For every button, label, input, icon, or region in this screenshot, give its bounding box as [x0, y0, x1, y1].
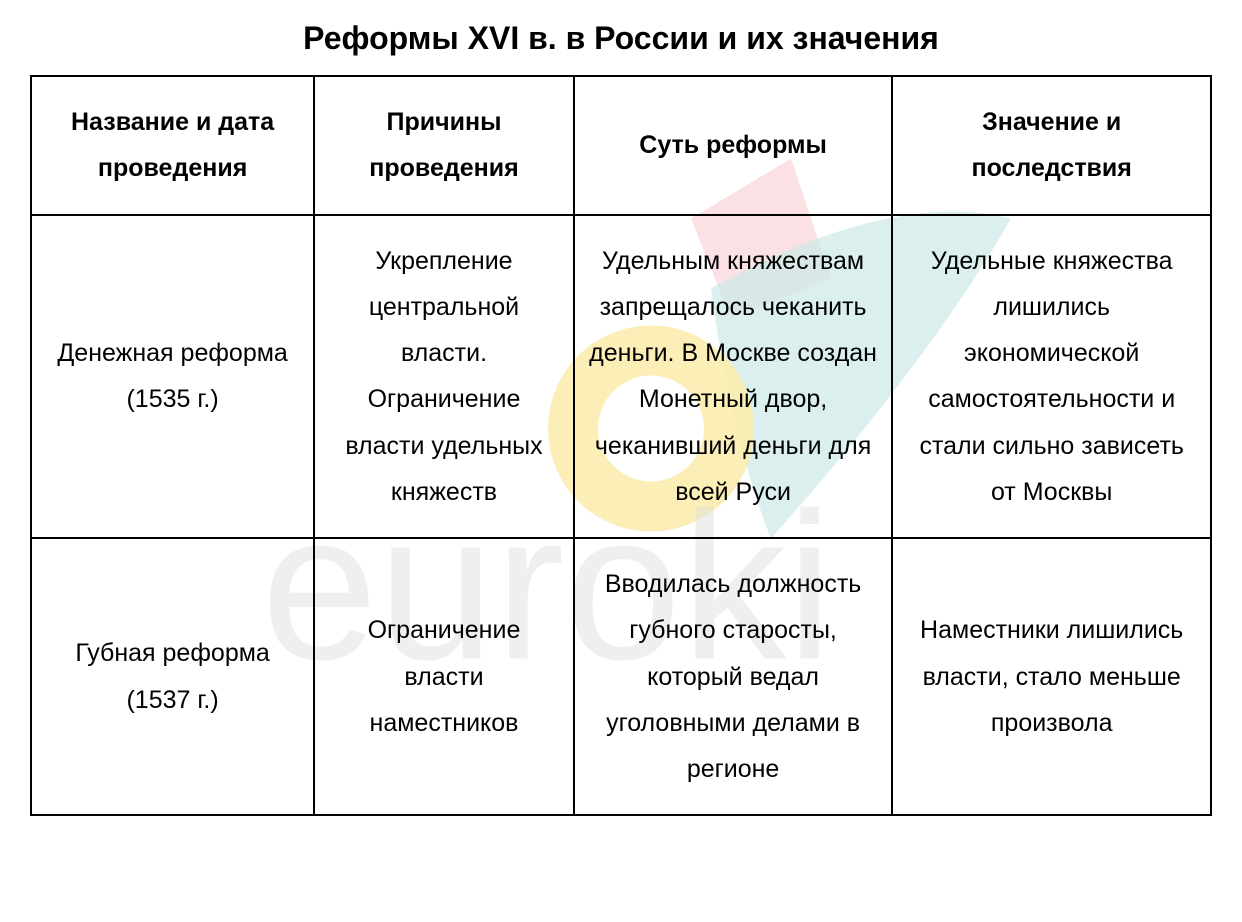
table-header-row: Название и дата проведения Причины прове…: [31, 76, 1211, 215]
cell-essence: Вводилась должность губного старосты, ко…: [574, 538, 893, 815]
cell-name: Денежная реформа (1535 г.): [31, 215, 314, 539]
page-title: Реформы XVI в. в России и их значения: [30, 20, 1212, 57]
col-header-significance: Значение и последствия: [892, 76, 1211, 215]
table-row: Губная реформа (1537 г.) Ограничение вла…: [31, 538, 1211, 815]
col-header-reasons: Причины проведения: [314, 76, 574, 215]
col-header-essence: Суть реформы: [574, 76, 893, 215]
cell-reasons: Ограничение власти наместников: [314, 538, 574, 815]
cell-name: Губная реформа (1537 г.): [31, 538, 314, 815]
table-row: Денежная реформа (1535 г.) Укрепление це…: [31, 215, 1211, 539]
reforms-table: Название и дата проведения Причины прове…: [30, 75, 1212, 816]
cell-essence: Удельным княжествам запрещалось чеканить…: [574, 215, 893, 539]
cell-reasons: Укрепление центральной власти. Ограничен…: [314, 215, 574, 539]
col-header-name: Название и дата проведения: [31, 76, 314, 215]
page-content: Реформы XVI в. в России и их значения На…: [0, 0, 1242, 836]
cell-significance: Удельные княжества лишились экономическо…: [892, 215, 1211, 539]
cell-significance: Наместники лишились власти, стало меньше…: [892, 538, 1211, 815]
